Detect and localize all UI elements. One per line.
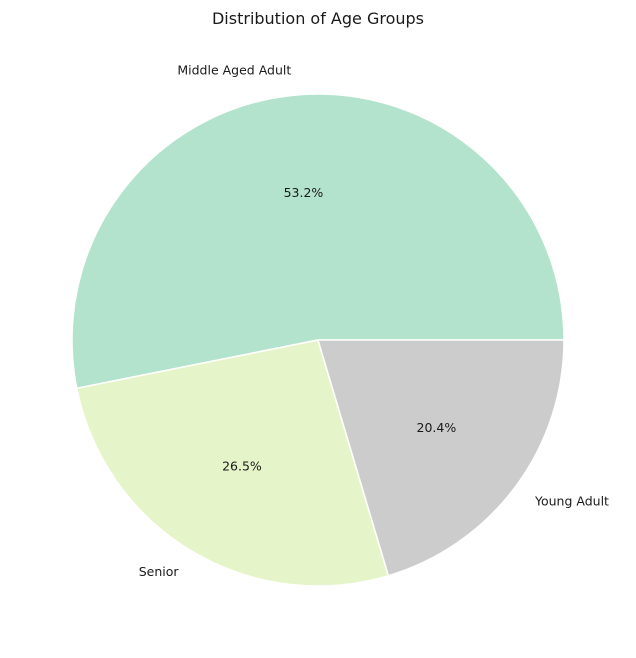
slice-category-label: Senior [139, 564, 180, 579]
slice-category-label: Young Adult [534, 494, 609, 509]
slice-percent-label: 26.5% [222, 458, 262, 473]
pie-labels: Middle Aged Adult 53.2% Senior 26.5% Young A… [139, 63, 609, 579]
chart-title: Distribution of Age Groups [212, 9, 424, 28]
slice-percent-label: 20.4% [417, 420, 457, 435]
slice-category-label: Middle Aged Adult [177, 63, 291, 78]
pie-slice [71, 93, 565, 390]
pie-slice [316, 339, 565, 577]
pie-slice [75, 339, 390, 587]
slice-percent-label: 53.2% [284, 185, 324, 200]
pie-slices [71, 93, 565, 587]
